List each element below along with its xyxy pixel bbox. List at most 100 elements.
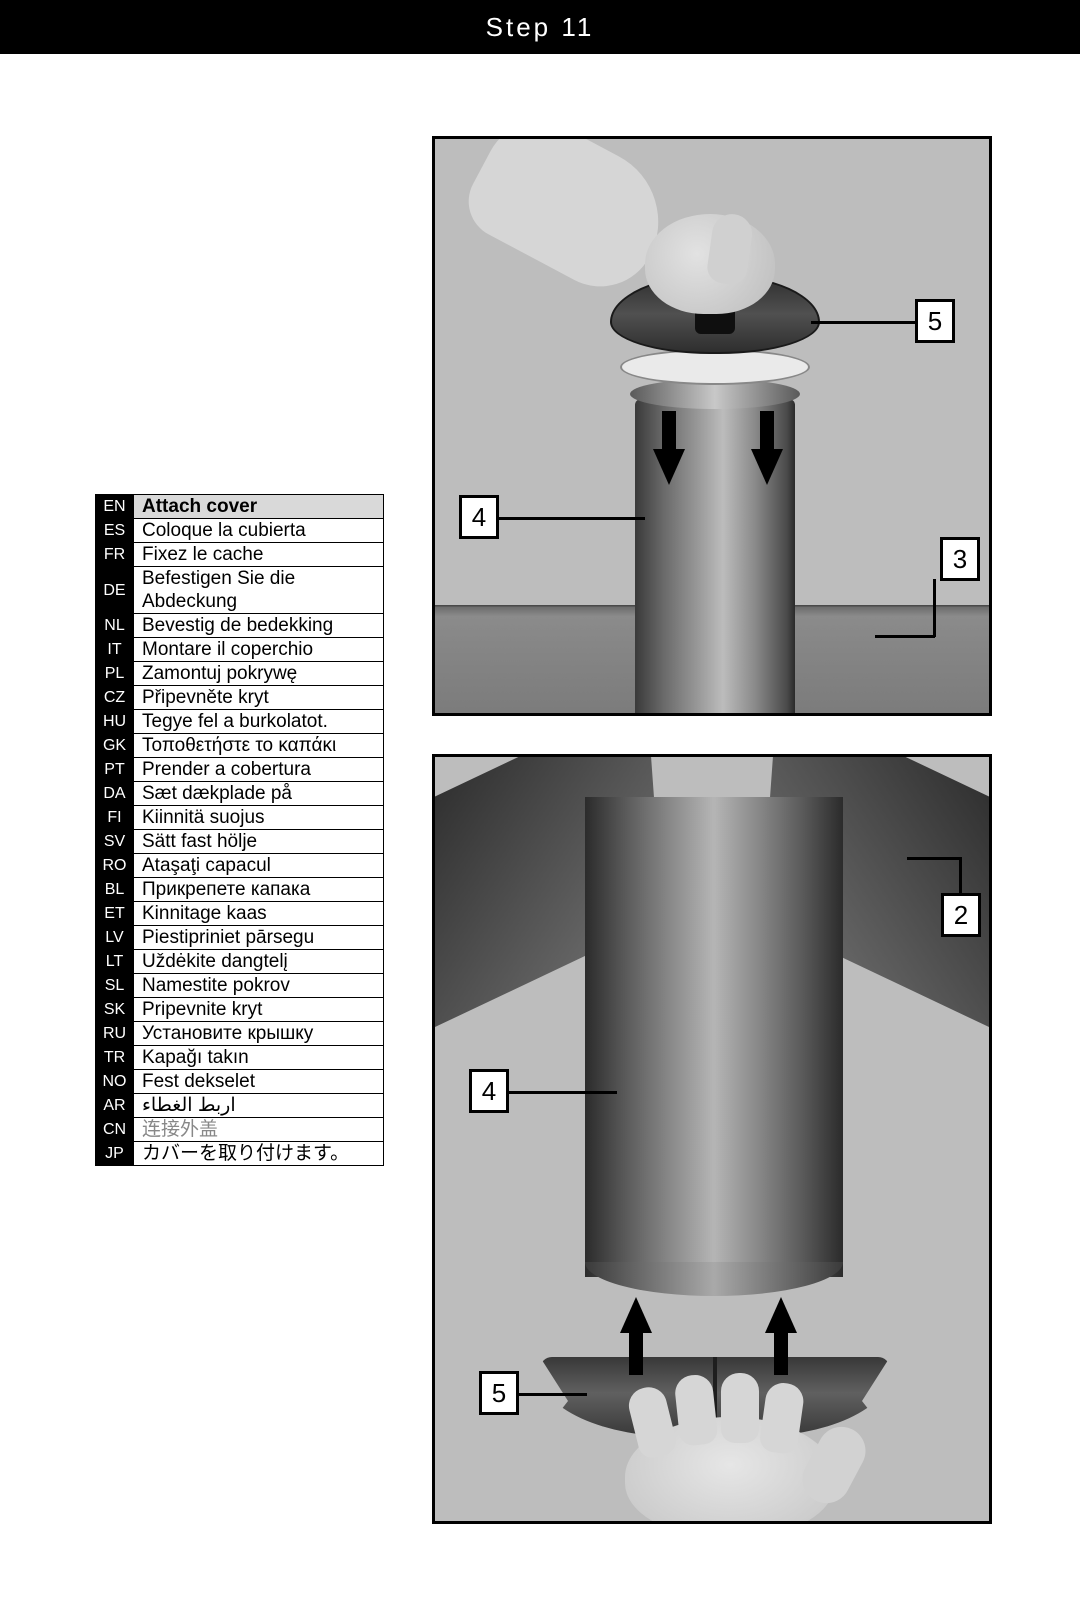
lang-code: RO [96,854,134,878]
lang-code: NO [96,1070,134,1094]
table-row: ARاربط الغطاء [96,1094,384,1118]
lang-label: Fixez le cache [134,543,384,567]
down-arrow-icon [751,449,783,485]
up-arrow-icon [629,1331,643,1375]
lang-code: PT [96,758,134,782]
callout-box: 4 [459,495,499,539]
lang-code: DA [96,782,134,806]
lang-label: Sätt fast hölje [134,830,384,854]
lang-label: Tegye fel a burkolatot. [134,710,384,734]
callout-leader [907,857,961,860]
table-row: SVSätt fast hölje [96,830,384,854]
lang-label: Attach cover [134,495,384,519]
lang-code: LV [96,926,134,950]
up-arrow-icon [774,1331,788,1375]
lang-label: Namestite pokrov [134,974,384,998]
lang-code: IT [96,638,134,662]
lang-label: Kinnitage kaas [134,902,384,926]
table-row: GKΤοποθετήστε το καπάκι [96,734,384,758]
lang-code: EN [96,495,134,519]
up-arrow-icon [765,1297,797,1333]
callout-box: 5 [479,1371,519,1415]
callout-box: 5 [915,299,955,343]
lang-label: Prender a cobertura [134,758,384,782]
lang-label: Прикрепете капака [134,878,384,902]
lang-code: FI [96,806,134,830]
illustration-hand-top [515,159,775,339]
lang-code: SL [96,974,134,998]
table-row: JPカバーを取り付けます。 [96,1142,384,1166]
callout-box: 2 [941,893,981,937]
illustration-finger [721,1373,759,1443]
lang-code: PL [96,662,134,686]
table-row: SLNamestite pokrov [96,974,384,998]
table-row: FIKiinnitä suojus [96,806,384,830]
lang-code: LT [96,950,134,974]
table-row: RUУстановите крышку [96,1022,384,1046]
callout-leader [875,635,935,638]
lang-code: FR [96,543,134,567]
callout-leader [517,1393,587,1396]
lang-code: ES [96,519,134,543]
callout-leader [497,517,645,520]
table-row: CN连接外盖 [96,1118,384,1142]
figure-top: 5 4 3 [432,136,992,716]
figure-bottom: 2 4 5 [432,754,992,1524]
callout-leader [933,579,936,637]
lang-code: BL [96,878,134,902]
lang-code: DE [96,567,134,614]
lang-label: اربط الغطاء [134,1094,384,1118]
lang-label: Bevestig de bedekking [134,614,384,638]
lang-label: カバーを取り付けます。 [134,1142,384,1166]
illustration-column-bottom [585,1262,843,1296]
lang-label: Ataşaţi capacul [134,854,384,878]
lang-label: Pripevnite kryt [134,998,384,1022]
table-row: DASæt dækplade på [96,782,384,806]
table-row: NLBevestig de bedekking [96,614,384,638]
table-row: LVPiestipriniet pārsegu [96,926,384,950]
table-row: ETKinnitage kaas [96,902,384,926]
lang-code: ET [96,902,134,926]
lang-label: Piestipriniet pārsegu [134,926,384,950]
table-row: ITMontare il coperchio [96,638,384,662]
table-row: ENAttach cover [96,495,384,519]
table-row: DEBefestigen Sie die Abdeckung [96,567,384,614]
lang-label: Fest dekselet [134,1070,384,1094]
table-row: PLZamontuj pokrywę [96,662,384,686]
lang-code: SV [96,830,134,854]
lang-label: Uždėkite dangtelį [134,950,384,974]
table-row: ESColoque la cubierta [96,519,384,543]
table-row: ROAtaşaţi capacul [96,854,384,878]
lang-code: SK [96,998,134,1022]
lang-code: NL [96,614,134,638]
down-arrow-icon [662,411,676,451]
table-row: NOFest dekselet [96,1070,384,1094]
callout-box: 3 [940,537,980,581]
table-row: CZPřipevněte kryt [96,686,384,710]
lang-label: Coloque la cubierta [134,519,384,543]
lang-label: Τοποθετήστε το καπάκι [134,734,384,758]
lang-code: TR [96,1046,134,1070]
callout-box: 4 [469,1069,509,1113]
lang-code: GK [96,734,134,758]
callout-leader [811,321,919,324]
table-row: LTUždėkite dangtelį [96,950,384,974]
lang-code: HU [96,710,134,734]
page-number: P27 [998,10,1040,36]
lang-label: Sæt dækplade på [134,782,384,806]
lang-code: CN [96,1118,134,1142]
language-table: ENAttach coverESColoque la cubiertaFRFix… [95,494,384,1166]
down-arrow-icon [760,411,774,451]
lang-code: AR [96,1094,134,1118]
lang-code: JP [96,1142,134,1166]
illustration-ring [620,349,810,385]
step-header: Step 11 [0,0,1080,54]
table-row: FRFixez le cache [96,543,384,567]
table-row: PTPrender a cobertura [96,758,384,782]
lang-label: Montare il coperchio [134,638,384,662]
lang-label: Připevněte kryt [134,686,384,710]
lang-label: Kapağı takın [134,1046,384,1070]
table-row: HUTegye fel a burkolatot. [96,710,384,734]
lang-label: Befestigen Sie die Abdeckung [134,567,384,614]
lang-label: Kiinnitä suojus [134,806,384,830]
